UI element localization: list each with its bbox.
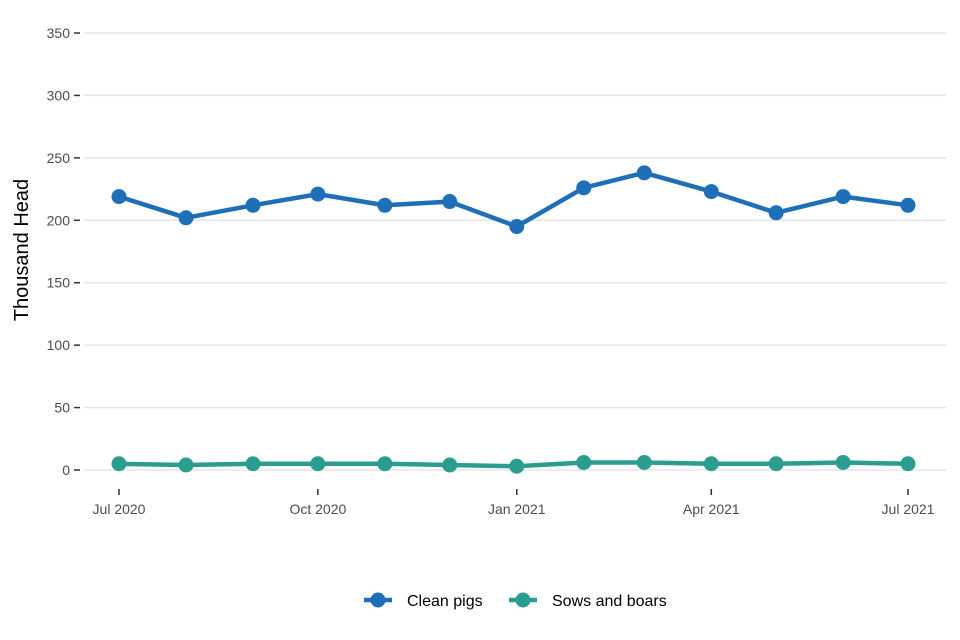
data-point [178,210,194,226]
series-group [111,165,916,474]
data-point [310,186,326,202]
y-tick-label: 100 [47,337,71,353]
data-point [835,189,851,205]
data-point [310,456,326,472]
y-tick-label: 50 [54,400,70,416]
data-point [703,184,719,200]
y-tick-label: 250 [47,150,71,166]
legend-item: Sows and boars [509,592,667,610]
data-point [245,197,261,213]
data-point [768,456,784,472]
x-axis: Jul 2020 Oct 2020 Jan 2021 Apr 2021 Jul 2021 [93,489,935,517]
data-point [636,165,652,181]
series-0 [111,165,916,235]
data-point [442,457,458,473]
legend-label: Sows and boars [552,593,667,610]
data-point [835,455,851,471]
data-point [178,457,194,473]
data-point [111,189,127,205]
x-tick-label: Jan 2021 [488,501,546,517]
data-point [900,197,916,213]
y-tick-label: 150 [47,275,71,291]
series-line [116,170,911,229]
legend-item: Clean pigs [364,592,483,610]
x-tick-label: Jul 2020 [93,501,146,517]
x-tick-label: Apr 2021 [683,501,740,517]
y-gridlines [84,32,946,471]
x-tick-label: Oct 2020 [289,501,346,517]
x-tick-label: Jul 2021 [882,501,935,517]
y-axis-title: Thousand Head [11,179,33,321]
y-axis: 0 50 100 150 200 250 300 350 [47,25,80,478]
data-point [245,456,261,472]
legend: Clean pigs Sows and boars [364,592,667,610]
y-tick-label: 300 [47,87,71,103]
data-point [636,455,652,471]
data-point [768,205,784,221]
data-point [111,456,127,472]
data-point [377,197,393,213]
y-tick-label: 350 [47,25,71,41]
series-1 [111,455,916,474]
data-point [377,456,393,472]
data-point [703,456,719,472]
legend-label: Clean pigs [407,593,483,610]
data-point [509,458,525,474]
y-tick-label: 200 [47,212,71,228]
data-point [576,455,592,471]
y-tick-label: 0 [62,462,70,478]
data-point [509,219,525,235]
legend-marker [370,592,386,608]
data-point [442,194,458,210]
data-point [900,456,916,472]
legend-marker [515,592,531,608]
data-point [576,180,592,196]
